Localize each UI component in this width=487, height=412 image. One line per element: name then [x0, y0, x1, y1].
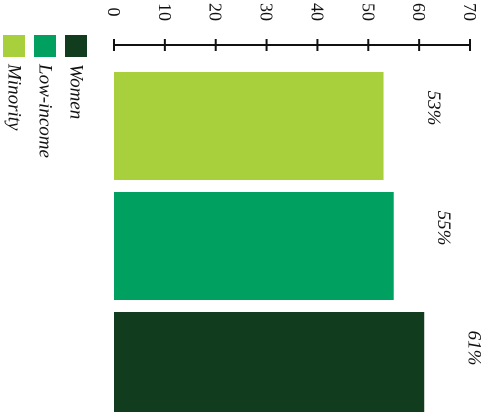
tick-label: 20 [206, 3, 226, 21]
legend: Women Low-income Minority [3, 35, 87, 158]
legend-swatch [34, 35, 56, 57]
data-label: 61% [464, 331, 485, 366]
legend-label: Low-income [35, 63, 56, 158]
tick-label: 0 [104, 8, 124, 17]
bar-low-income [114, 192, 394, 300]
tick-label: 30 [257, 3, 277, 21]
data-labels: 53% 55% 61% [423, 91, 485, 366]
tick-label: 70 [460, 3, 480, 21]
legend-swatch [65, 35, 87, 57]
tick-label: 50 [358, 3, 378, 21]
tick-label: 40 [307, 3, 327, 21]
bar-women [114, 312, 425, 412]
tick-label: 60 [409, 3, 429, 21]
legend-swatch [3, 35, 25, 57]
bars [114, 72, 425, 412]
legend-label: Women [66, 64, 87, 119]
axis-ticks: 0 10 20 30 40 50 60 70 [104, 3, 480, 51]
legend-label: Minority [4, 63, 25, 131]
tick-label: 10 [155, 3, 175, 21]
bar-minority [114, 72, 384, 180]
data-label: 55% [433, 211, 454, 246]
data-label: 53% [423, 91, 444, 126]
